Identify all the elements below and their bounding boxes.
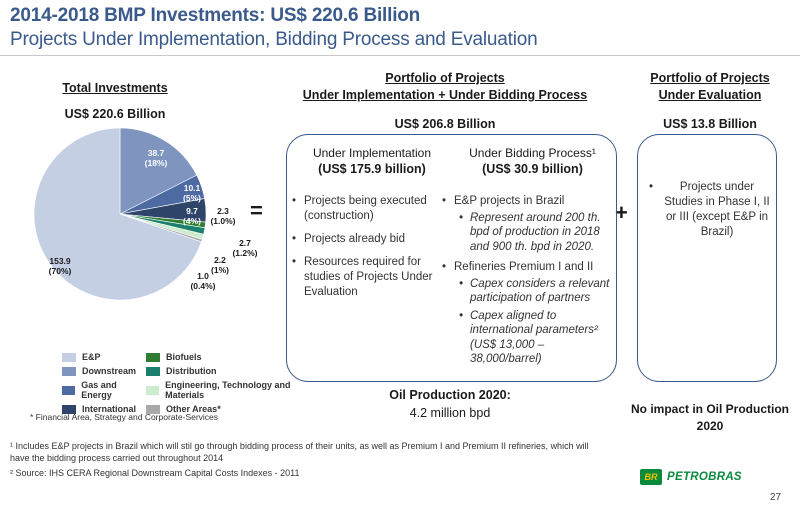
list-item: Capex aligned to international parameter… bbox=[454, 309, 615, 367]
pie-label-engineering: 2.2 (1%) bbox=[211, 255, 229, 275]
pie-label-gas-energy: 10.1 (5%) bbox=[183, 183, 201, 203]
right-heading-line2: Under Evaluation bbox=[658, 88, 762, 102]
under-implementation-list: Projects being executed (construction) P… bbox=[290, 194, 448, 308]
legend-item: Engineering, Technology and Materials bbox=[146, 380, 322, 400]
br-logo-icon: BR bbox=[640, 469, 662, 485]
title-divider bbox=[0, 55, 800, 56]
slice-ep bbox=[33, 128, 202, 301]
footnote-2: ² Source: IHS CERA Regional Downstream C… bbox=[10, 468, 300, 478]
other-areas-note: * Financial Area, Strategy and Corporate… bbox=[30, 412, 219, 422]
pie-legend: E&P Biofuels Downstream Distribution Gas… bbox=[62, 352, 322, 414]
petrobras-logo: BR PETROBRAS bbox=[640, 469, 742, 485]
under-implementation-header: Under Implementation (US$ 175.9 billion) bbox=[312, 146, 432, 176]
total-investments-amount: US$ 220.6 Billion bbox=[64, 107, 166, 121]
footnote-1: ¹ Includes E&P projects in Brazil which … bbox=[10, 441, 589, 463]
list-item: Projects already bid bbox=[290, 232, 448, 247]
page-title: 2014-2018 BMP Investments: US$ 220.6 Bil… bbox=[10, 5, 421, 26]
list-item: Capex considers a relevant participation… bbox=[454, 277, 615, 306]
pie-label-downstream: 38.7 (18%) bbox=[144, 148, 168, 168]
legend-item: Other Areas* bbox=[146, 404, 322, 414]
legend-item: Biofuels bbox=[146, 352, 322, 362]
list-item: Projects under Studies in Phase I, II or… bbox=[647, 180, 773, 240]
right-portfolio-box bbox=[637, 134, 777, 382]
slice-downstream bbox=[119, 128, 198, 215]
pie-label-international: 9.7 (4%) bbox=[183, 206, 201, 226]
right-amount: US$ 13.8 Billion bbox=[663, 117, 757, 131]
list-item: Refineries Premium I and II Capex consid… bbox=[440, 260, 615, 367]
total-investments-heading: Total Investments bbox=[62, 81, 168, 95]
list-item: E&P projects in Brazil Represent around … bbox=[440, 194, 615, 254]
page-number: 27 bbox=[770, 492, 782, 503]
oil-production-label: Oil Production 2020: bbox=[389, 388, 511, 402]
pie-label-distribution: 2.7 (1.2%) bbox=[232, 238, 258, 258]
list-item: Represent around 200 th. bpd of producti… bbox=[454, 211, 615, 255]
investment-pie-chart bbox=[33, 128, 207, 301]
legend-item: Distribution bbox=[146, 366, 322, 376]
middle-heading-line2: Under Implementation + Under Bidding Pro… bbox=[302, 88, 588, 102]
middle-amount: US$ 206.8 Billion bbox=[394, 117, 496, 131]
plus-sign: + bbox=[615, 200, 628, 225]
legend-item: Downstream bbox=[62, 366, 146, 376]
pie-label-biofuels: 2.3 (1.0%) bbox=[210, 206, 236, 226]
oil-production-value: 4.2 million bpd bbox=[409, 406, 491, 420]
under-bidding-header: Under Bidding Process¹ (US$ 30.9 billion… bbox=[469, 146, 596, 176]
middle-portfolio-box bbox=[286, 134, 617, 382]
legend-item: E&P bbox=[62, 352, 146, 362]
middle-heading-line1: Portfolio of Projects bbox=[385, 71, 505, 85]
no-impact-note: No impact in Oil Production 2020 bbox=[630, 402, 789, 433]
pie-label-other-areas: 1.0 (0.4%) bbox=[190, 271, 216, 291]
right-heading-line1: Portfolio of Projects bbox=[650, 71, 770, 85]
list-item: Resources required for studies of Projec… bbox=[290, 255, 448, 300]
page-subtitle: Projects Under Implementation, Bidding P… bbox=[10, 29, 538, 50]
equals-sign: = bbox=[250, 198, 263, 223]
under-bidding-list: E&P projects in Brazil Represent around … bbox=[440, 194, 615, 370]
legend-item: International bbox=[62, 404, 146, 414]
brand-name: PETROBRAS bbox=[667, 471, 742, 483]
pie-label-ep: 153.9 (70%) bbox=[48, 256, 72, 276]
list-item: Projects being executed (construction) bbox=[290, 194, 448, 224]
legend-item: Gas and Energy bbox=[62, 380, 146, 400]
under-evaluation-list: Projects under Studies in Phase I, II or… bbox=[647, 180, 773, 248]
